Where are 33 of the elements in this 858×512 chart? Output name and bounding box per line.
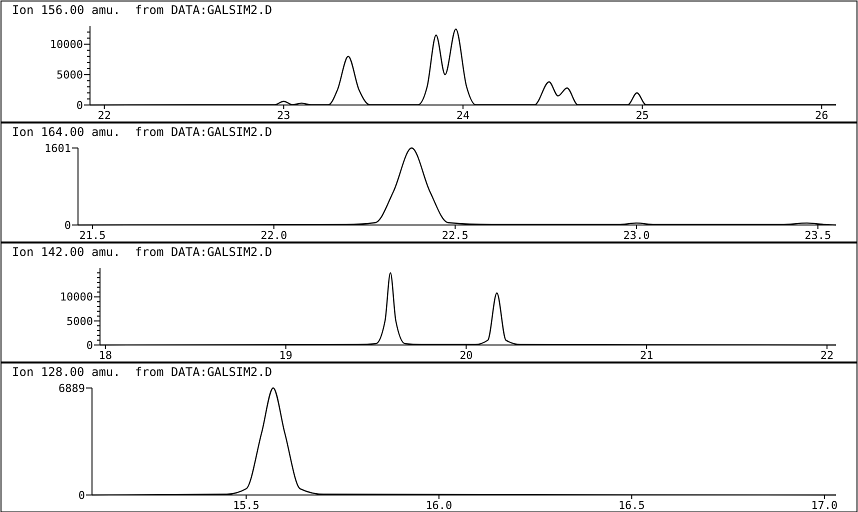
y-tick-label: 0 bbox=[86, 338, 93, 352]
x-tick-label: 21.5 bbox=[79, 229, 106, 242]
x-tick-label: 17.0 bbox=[811, 499, 838, 512]
chart-title: Ion 164.00 amu. from DATA:GALSIM2.D bbox=[12, 125, 272, 139]
y-tick-label: 0 bbox=[76, 98, 83, 112]
x-tick-label: 19 bbox=[279, 349, 292, 362]
x-tick-label: 18 bbox=[98, 349, 112, 362]
x-tick-label: 23.5 bbox=[804, 229, 832, 242]
x-tick-label: 22.5 bbox=[442, 229, 468, 242]
x-tick-label: 22 bbox=[820, 349, 834, 362]
x-tick-label: 26 bbox=[815, 109, 828, 122]
y-tick-label: 5000 bbox=[56, 68, 83, 82]
x-tick-label: 16.5 bbox=[618, 499, 645, 512]
x-tick-label: 16.0 bbox=[426, 499, 452, 512]
x-tick-label: 23 bbox=[277, 109, 290, 122]
y-tick-label: 5000 bbox=[66, 314, 93, 328]
x-tick-label: 24 bbox=[456, 109, 470, 122]
chart-title: Ion 156.00 amu. from DATA:GALSIM2.D bbox=[12, 3, 272, 17]
y-tick-label: 10000 bbox=[60, 290, 93, 304]
x-tick-label: 22.0 bbox=[260, 229, 288, 242]
x-tick-label: 23.0 bbox=[623, 229, 650, 242]
x-tick-label: 22 bbox=[98, 109, 111, 122]
y-tick-label: 0 bbox=[64, 218, 71, 232]
x-tick-label: 20 bbox=[460, 349, 473, 362]
x-tick-label: 25 bbox=[636, 109, 649, 122]
y-tick-label: 0 bbox=[78, 488, 85, 502]
y-tick-label: 6889 bbox=[58, 382, 85, 395]
chart-title: Ion 128.00 amu. from DATA:GALSIM2.D bbox=[12, 365, 272, 379]
y-tick-label: 1601 bbox=[44, 142, 71, 155]
chart-title: Ion 142.00 amu. from DATA:GALSIM2.D bbox=[12, 245, 272, 259]
y-tick-label: 10000 bbox=[50, 38, 83, 52]
x-tick-label: 15.5 bbox=[232, 499, 260, 512]
x-tick-label: 21 bbox=[640, 349, 654, 362]
